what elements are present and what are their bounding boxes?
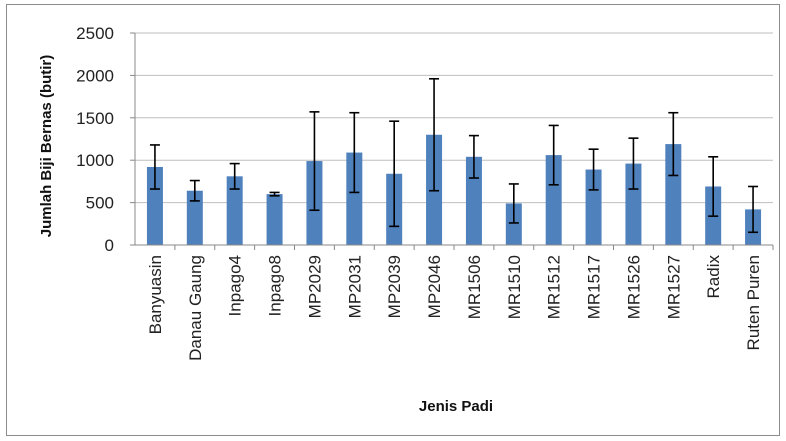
x-tick-label: MP2029 (305, 255, 324, 318)
bar-mp2031 (346, 152, 363, 245)
bar-mr1510 (505, 203, 522, 245)
x-tick-label: MR1510 (505, 255, 524, 319)
y-tick-label: 1000 (76, 151, 114, 170)
error-bar (269, 191, 280, 197)
bar-banyuasin (146, 166, 163, 245)
y-tick-label: 0 (105, 236, 114, 255)
x-tick-label: Banyuasin (146, 255, 165, 334)
error-bar (149, 144, 160, 190)
bar-mr1512 (545, 155, 562, 245)
error-bar (508, 183, 519, 224)
error-bar (468, 134, 479, 179)
error-bar (588, 148, 599, 191)
bar-mr1506 (465, 156, 482, 245)
x-tick-label: Ruten Puren (744, 255, 763, 350)
x-tick-label: MR1526 (624, 255, 643, 319)
error-bar (708, 156, 719, 217)
error-bar (229, 162, 240, 190)
y-axis-title: Jumlah Biji Bernas (butir) (38, 55, 55, 238)
bar-inpago4 (226, 176, 243, 245)
error-bar (548, 124, 559, 186)
y-tick-label: 1500 (76, 109, 114, 128)
error-bar (309, 111, 320, 212)
error-bar (189, 179, 200, 202)
y-tick-label: 500 (86, 194, 114, 213)
error-bar (668, 111, 679, 177)
x-tick-label: MR1506 (465, 255, 484, 319)
y-tick-label: 2500 (76, 24, 114, 43)
error-bars (149, 77, 759, 234)
x-tick-label: Danau Gaung (186, 255, 205, 361)
x-tick-label: Inpago8 (266, 255, 285, 316)
error-bar (349, 111, 360, 194)
bar-mr1527 (665, 144, 682, 245)
error-bar (389, 120, 400, 228)
x-tick-label: MP2031 (345, 255, 364, 318)
x-tick-label: Radix (704, 255, 723, 299)
x-tick-label: MR1512 (545, 255, 564, 319)
x-tick-label: MP2046 (425, 255, 444, 318)
x-tick-label: MR1517 (585, 255, 604, 319)
bars (146, 134, 762, 245)
bar-mr1526 (625, 163, 642, 245)
error-bar (429, 77, 440, 192)
x-tick-label: Inpago4 (226, 255, 245, 316)
error-bar (628, 137, 639, 190)
x-tick-label: MP2039 (385, 255, 404, 318)
x-tick-label: MR1527 (664, 255, 683, 319)
x-axis-title: Jenis Padi (419, 398, 493, 415)
bar-inpago8 (266, 194, 283, 245)
y-tick-label: 2000 (76, 66, 114, 85)
error-bar (748, 185, 759, 234)
y-tick-labels: 0 500 1000 1500 2000 2500 (76, 24, 135, 255)
bar-danau-gaung (186, 190, 203, 245)
bar-mr1517 (585, 169, 602, 245)
x-tick-labels: Banyuasin Danau Gaung Inpago4 Inpago8 MP2029… (146, 245, 774, 361)
